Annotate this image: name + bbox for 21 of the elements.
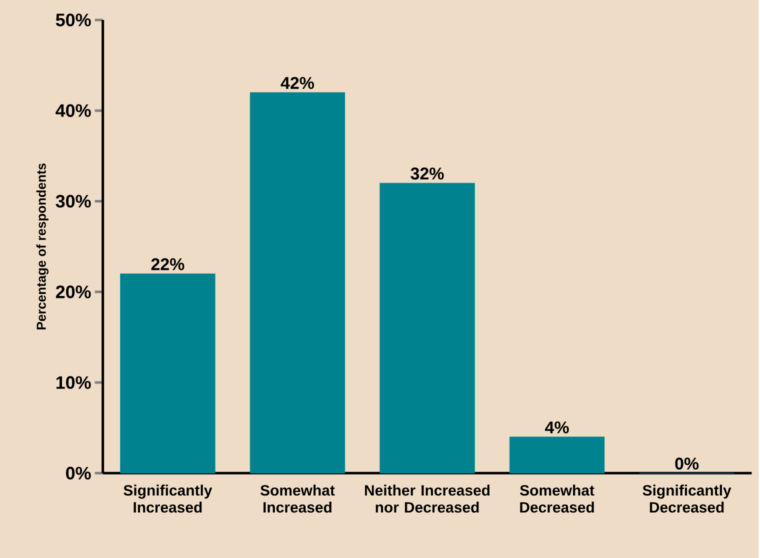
bar — [509, 436, 605, 474]
data-label: 22% — [151, 258, 184, 270]
y-tick-label: 10% — [56, 376, 91, 389]
y-tick-label: 30% — [56, 194, 91, 208]
y-tick-label: 40% — [56, 104, 91, 117]
bar — [380, 182, 475, 474]
data-label: 32% — [410, 168, 444, 180]
x-tick-label: Neither Increased nor Decreased — [365, 484, 490, 513]
y-tick-label: 0% — [66, 466, 91, 480]
x-tick-label: Significantly Increased — [124, 484, 212, 513]
x-tick-label: Significantly Decreased — [642, 484, 732, 513]
data-label: 0% — [675, 458, 699, 470]
y-axis-title: Percentage of respondents — [36, 163, 48, 330]
data-label: 42% — [280, 76, 314, 89]
y-tick-label: 20% — [56, 286, 91, 298]
bar — [250, 92, 346, 474]
x-tick-label: Somewhat Increased — [260, 484, 335, 513]
bar — [120, 274, 216, 474]
x-tick-label: Somewhat Decreased — [520, 484, 594, 513]
data-label: 4% — [545, 421, 569, 434]
y-tick-label: 50% — [56, 14, 91, 26]
